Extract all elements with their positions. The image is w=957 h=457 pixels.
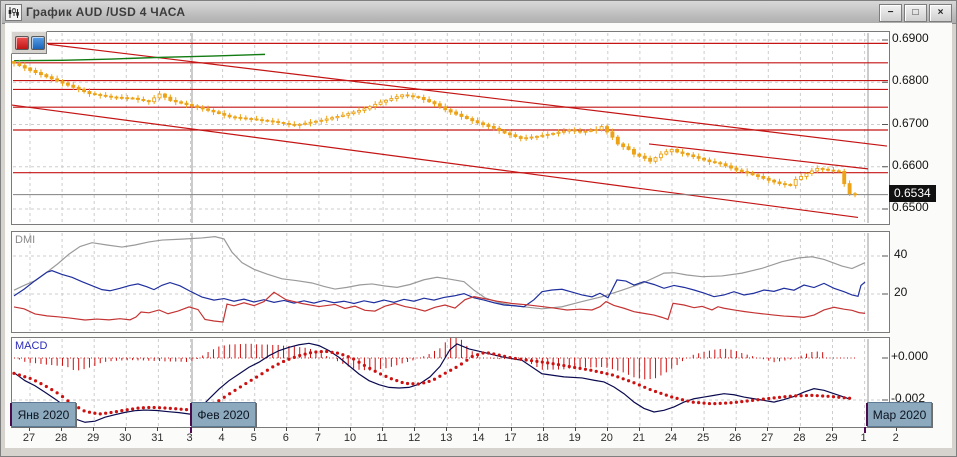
date-tick	[93, 427, 95, 431]
candlestick-icon	[5, 3, 22, 21]
x-axis-date: 27	[22, 432, 36, 444]
date-tick	[831, 427, 833, 431]
date-tick	[606, 427, 608, 431]
date-tick	[414, 427, 416, 431]
x-axis-date: 17	[504, 432, 517, 444]
x-axis-date: 25	[696, 432, 710, 444]
x-axis-date: 18	[536, 432, 549, 444]
date-tick	[735, 427, 737, 431]
x-axis-date: 4	[218, 432, 225, 444]
price-axis-label: 0.6500	[892, 200, 929, 214]
date-tick	[29, 427, 30, 431]
date-tick	[285, 427, 287, 431]
x-axis-date: 27	[761, 432, 774, 444]
month-boundary-tick	[863, 427, 866, 433]
dmi-chart-canvas[interactable]	[12, 232, 889, 332]
x-axis-date: 7	[314, 432, 321, 444]
dmi-axis-label: 40	[894, 247, 908, 261]
x-axis-date: 10	[343, 432, 357, 444]
date-tick	[510, 427, 512, 431]
date-tick	[382, 427, 384, 431]
month-label-jan: Янв 2020	[10, 402, 76, 427]
x-axis-date: 13	[440, 432, 453, 444]
date-tick	[221, 427, 223, 431]
price-chart-panel[interactable]	[11, 31, 890, 225]
date-tick	[767, 427, 769, 431]
price-chart-canvas[interactable]	[12, 32, 889, 224]
date-tick	[638, 427, 640, 431]
date-tick	[157, 427, 159, 431]
minimize-button[interactable]: −	[879, 4, 902, 22]
toolbar-red-button[interactable]	[15, 35, 29, 50]
macd-indicator-panel[interactable]: MACD	[11, 337, 890, 428]
x-axis-date: 24	[664, 432, 678, 444]
window-title: График AUD /USD 4 ЧАСА	[26, 5, 186, 19]
toolbar-blue-button[interactable]	[31, 35, 45, 50]
x-axis-date: 20	[600, 432, 613, 444]
x-axis-date: 12	[408, 432, 421, 444]
dmi-panel-label: DMI	[15, 234, 36, 246]
macd-chart-canvas[interactable]	[12, 338, 889, 427]
month-label-feb: Фев 2020	[190, 402, 256, 427]
maximize-button[interactable]: □	[904, 4, 927, 22]
month-label-mar: Мар 2020	[866, 402, 932, 427]
date-tick	[478, 427, 480, 431]
date-tick	[799, 427, 801, 431]
x-axis-date: 1	[860, 432, 867, 444]
date-tick	[542, 427, 544, 431]
x-axis-date: 6	[282, 432, 289, 444]
dmi-axis-label: 20	[894, 285, 908, 299]
price-axis-label: 0.6600	[892, 157, 929, 172]
x-axis-date: 29	[825, 432, 838, 444]
price-axis-label: 0.6900	[892, 31, 929, 45]
date-tick	[671, 427, 672, 431]
price-axis-label: 0.6700	[892, 115, 929, 130]
x-axis-date: 14	[472, 432, 485, 444]
date-tick	[703, 427, 705, 431]
current-price-badge: 0.6534	[889, 184, 936, 202]
x-axis-date: 28	[793, 432, 806, 444]
dmi-indicator-panel[interactable]: DMI	[11, 231, 890, 333]
x-axis-date: 21	[632, 432, 646, 444]
date-tick	[125, 427, 127, 431]
titlebar[interactable]: График AUD /USD 4 ЧАСА − □ ×	[2, 1, 956, 24]
date-tick	[895, 427, 897, 431]
x-axis-date: 5	[250, 432, 257, 444]
price-axis-label: 0.6800	[892, 73, 929, 88]
macd-panel-label: MACD	[15, 340, 48, 352]
x-axis-date: 19	[568, 432, 581, 444]
date-tick	[253, 427, 255, 431]
x-axis-date: 30	[119, 432, 132, 444]
close-button[interactable]: ×	[929, 4, 952, 22]
date-tick	[61, 427, 63, 431]
date-tick	[446, 427, 448, 431]
x-axis-date: 3	[186, 432, 193, 444]
x-axis-date: 29	[87, 432, 100, 444]
x-axis-date: 26	[729, 432, 742, 444]
macd-axis-label: +0.000	[891, 349, 929, 363]
date-tick	[350, 427, 351, 431]
x-axis-date: 2	[892, 432, 899, 444]
x-axis-date: 11	[376, 432, 388, 444]
x-axis-date: 31	[151, 432, 164, 444]
chart-toolbar	[11, 31, 47, 54]
date-tick	[317, 427, 319, 431]
x-axis-date: 28	[54, 432, 68, 444]
month-boundary-tick	[189, 427, 192, 433]
macd-axis-label: -0.002	[891, 391, 926, 405]
date-tick	[574, 427, 576, 431]
